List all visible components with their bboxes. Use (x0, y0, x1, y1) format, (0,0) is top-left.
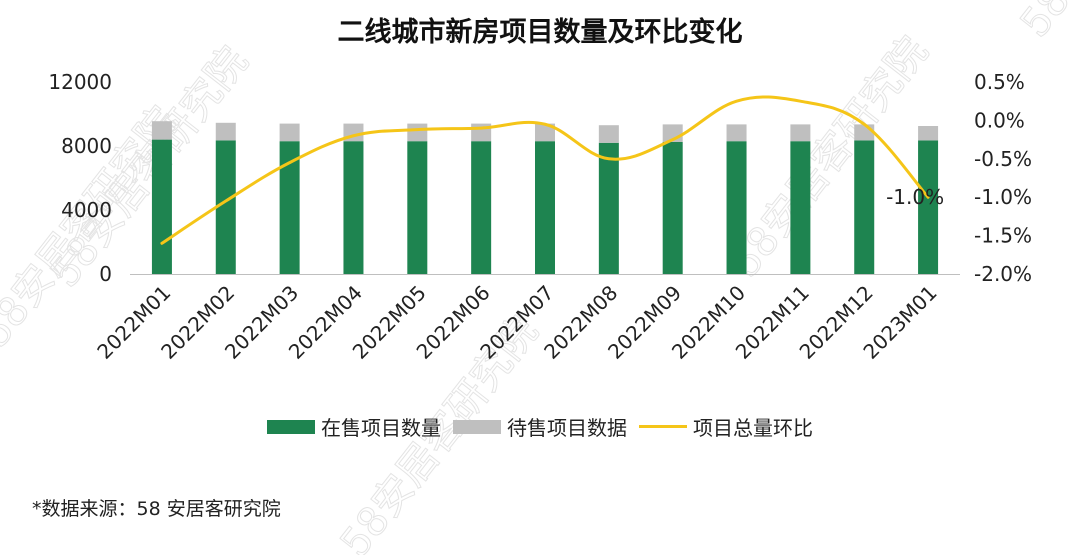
bar-pending (535, 123, 555, 142)
bar-on-sale (598, 142, 619, 274)
legend-item-pending: 待售项目数据 (453, 412, 627, 441)
bar-pending (726, 124, 747, 142)
ratio-line: -1.0% (160, 95, 944, 245)
y-right-tick-label: -0.5% (974, 147, 1032, 171)
bar-on-sale (790, 141, 811, 274)
y-left-tick-label: 8000 (61, 134, 112, 158)
bar-on-sale (726, 141, 747, 274)
chart-area: -1.0% 0 4000 8000 12000 -2.0% -1.5% -1.0% -0.5%… (48, 70, 1032, 364)
legend-swatch-pending (453, 419, 501, 434)
bar-on-sale (151, 139, 172, 274)
bar-pending (407, 123, 428, 142)
bar-on-sale (279, 141, 300, 274)
bar-on-sale (662, 142, 683, 274)
legend-swatch-on-sale (267, 419, 315, 434)
bar-pending (790, 124, 811, 142)
data-label-last: -1.0% (886, 185, 944, 209)
bar-on-sale (918, 140, 939, 274)
data-source-note: *数据来源：58 安居客研究院 (32, 498, 281, 520)
bar-pending (279, 123, 300, 142)
y-right-tick-label: -1.5% (974, 224, 1032, 248)
bar-pending (215, 122, 236, 141)
y-right-tick-label: -2.0% (974, 262, 1032, 286)
bar-on-sale (471, 141, 492, 274)
y-right-tick-label: -1.0% (974, 185, 1032, 209)
legend-item-ratio: 项目总量环比 (639, 412, 813, 441)
legend-label-ratio: 项目总量环比 (693, 416, 813, 440)
bar-on-sale (854, 140, 875, 274)
bar-pending (854, 124, 875, 141)
y-left-tick-label: 0 (99, 262, 112, 286)
legend-swatch-ratio (639, 425, 687, 428)
y-right-tick-label: 0.0% (974, 108, 1025, 132)
legend-item-on-sale: 在售项目数量 (267, 412, 441, 441)
legend: 在售项目数量 待售项目数据 项目总量环比 (0, 412, 1080, 441)
bar-on-sale (343, 141, 364, 274)
y-right-tick-label: 0.5% (974, 70, 1025, 94)
bar-pending (151, 121, 172, 140)
bar-pending (918, 126, 939, 141)
bar-on-sale (535, 141, 555, 274)
legend-label-pending: 待售项目数据 (507, 416, 627, 440)
y-left-tick-label: 4000 (61, 198, 112, 222)
bar-pending (598, 125, 619, 143)
bar-on-sale (407, 141, 428, 274)
y-left-tick-label: 12000 (48, 70, 112, 94)
chart-title: 二线城市新房项目数量及环比变化 (337, 17, 743, 48)
legend-label-on-sale: 在售项目数量 (321, 416, 441, 440)
bar-on-sale (215, 140, 236, 274)
bars (151, 121, 939, 274)
